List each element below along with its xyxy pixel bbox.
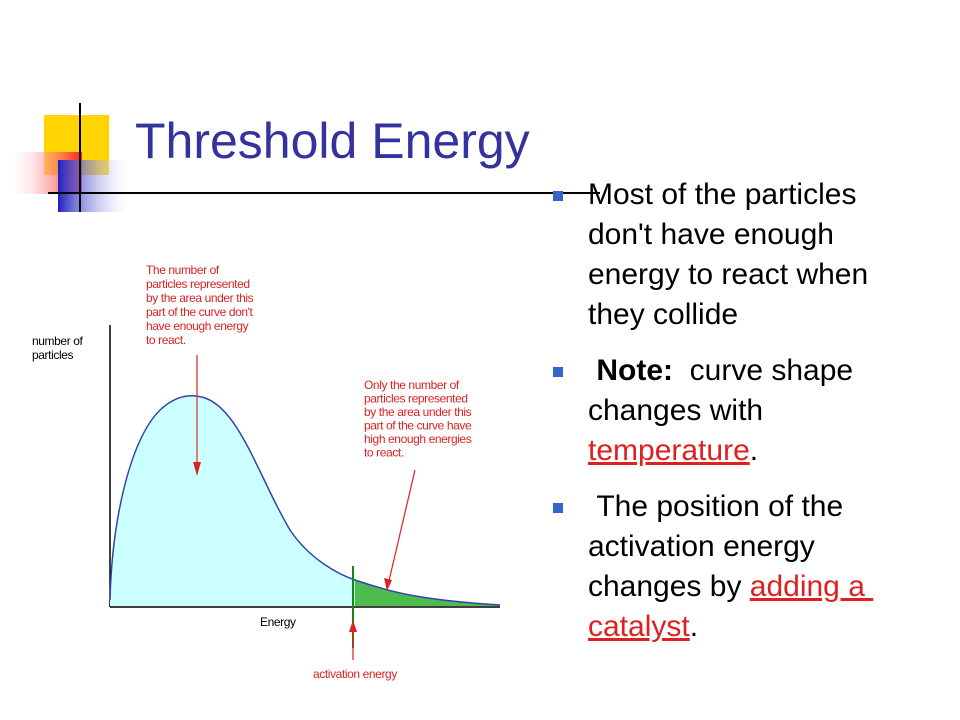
- bullet-text: .: [689, 610, 699, 643]
- bullet-text: curve shape changes with: [588, 354, 862, 427]
- logo-blue: [58, 160, 128, 212]
- annotation: particles represented: [146, 277, 250, 291]
- annotation: particles represented: [364, 392, 468, 406]
- annotation: high enough energies: [364, 432, 472, 446]
- bullet-list: Most of the particles don't have enough …: [553, 175, 925, 663]
- annotation: Only the number of: [364, 378, 460, 392]
- activation-label: activation energy: [313, 667, 397, 681]
- annotation: to react.: [364, 446, 404, 460]
- tail-area: [355, 580, 500, 606]
- annotation: to react.: [146, 333, 186, 347]
- bullet-text: Most of the particles don't have enough …: [588, 178, 877, 331]
- y-axis-label: particles: [32, 348, 73, 362]
- bullet: Most of the particles don't have enough …: [553, 175, 925, 335]
- bullet: Note: curve shape changes with temperatu…: [553, 351, 925, 471]
- curve-area: [110, 395, 355, 606]
- slide-title: Threshold Energy: [135, 113, 530, 169]
- annotation: by the area under this: [146, 291, 254, 305]
- annotation: part of the curve have: [364, 419, 472, 433]
- x-axis-label: Energy: [260, 615, 296, 629]
- arrow: [387, 469, 416, 586]
- curve: [109, 395, 501, 606]
- arrow-head: [349, 620, 357, 632]
- bullet-text: The position of the activation energy ch…: [588, 490, 852, 603]
- annotation: The number of: [146, 263, 220, 277]
- arrow-head: [193, 462, 201, 476]
- annotation: part of the curve don't: [146, 305, 254, 319]
- link[interactable]: adding a catalyst: [588, 570, 874, 643]
- bullet-text: Note:: [588, 354, 673, 387]
- annotation: by the area under this: [364, 405, 472, 419]
- y-axis-label: number of: [32, 334, 83, 348]
- bullet: The position of the activation energy ch…: [553, 487, 925, 647]
- bullet-text: .: [749, 434, 759, 467]
- link[interactable]: temperature: [588, 434, 750, 467]
- annotation: have enough energy: [146, 319, 249, 333]
- arrow-head: [384, 578, 392, 591]
